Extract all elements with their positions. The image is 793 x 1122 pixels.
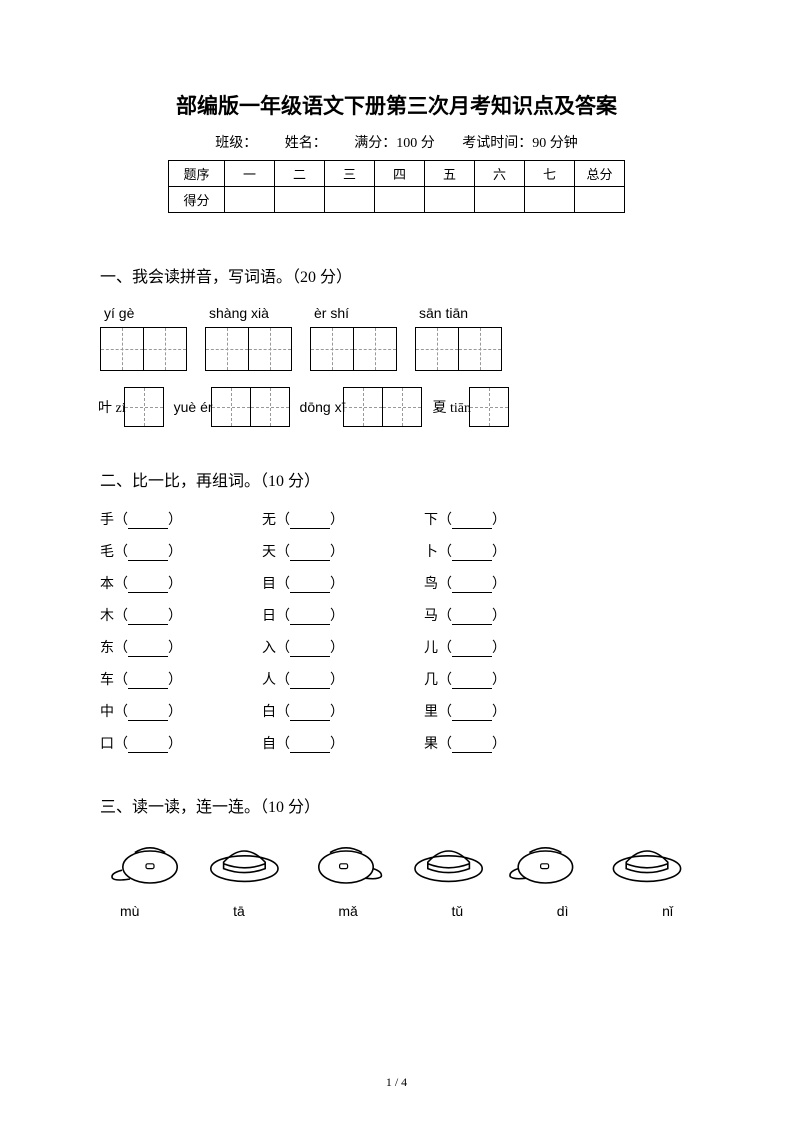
word-item: 入（） (262, 637, 344, 657)
pinyin: dōng xī (300, 399, 346, 415)
word-item: 下（） (424, 509, 506, 529)
pinyin-item: dì (557, 903, 569, 919)
score-label: 得分 (169, 187, 225, 213)
pinyin-item: mù (120, 903, 139, 919)
section3-heading: 三、读一读，连一连。（10 分） (100, 793, 693, 817)
pinyin: sān tiān (415, 305, 468, 321)
score-cell (225, 187, 275, 213)
pinyin: yuè ér (174, 399, 213, 415)
pinyin-item: tǔ (451, 903, 463, 919)
score-cell (275, 187, 325, 213)
pinyin-item: mǎ (338, 903, 357, 919)
pinyin: èr shí (310, 305, 349, 321)
th-7: 七 (525, 161, 575, 187)
pinyin: shàng xià (205, 305, 269, 321)
char-grid (205, 327, 292, 371)
char-grid (100, 327, 187, 371)
exam-info: 班级： 姓名： 满分：100 分 考试时间：90 分钟 (100, 132, 693, 152)
th-seq: 题序 (169, 161, 225, 187)
word-item: 鸟（） (424, 573, 506, 593)
grid-row-1: yí gè shàng xià èr shí sān tiān (100, 305, 693, 371)
word-item: 几（） (424, 669, 506, 689)
word-col-3: 下（） 卜（） 鸟（） 马（） 儿（） 几（） 里（） 果（） (424, 509, 506, 753)
hat-icon (306, 835, 386, 891)
exam-time: 考试时间：90 分钟 (462, 136, 578, 151)
word-item: 口（） (100, 733, 182, 753)
word-item: 木（） (100, 605, 182, 625)
word-item: 中（） (100, 701, 182, 721)
char-grid (310, 327, 397, 371)
score-cell (425, 187, 475, 213)
th-3: 三 (325, 161, 375, 187)
word-item: 手（） (100, 509, 182, 529)
char-grid (415, 327, 502, 371)
word-item: 儿（） (424, 637, 506, 657)
hat-icon (407, 835, 487, 891)
th-total: 总分 (575, 161, 625, 187)
page-number: 1 / 4 (0, 1075, 793, 1090)
word-item: 自（） (262, 733, 344, 753)
label: 夏 tiān (432, 397, 471, 417)
word-item: 果（） (424, 733, 506, 753)
word-item: 车（） (100, 669, 182, 689)
word-col-1: 手（） 毛（） 本（） 木（） 东（） 车（） 中（） 口（） (100, 509, 182, 753)
char-grid (469, 387, 509, 427)
th-5: 五 (425, 161, 475, 187)
pinyin-row: mù tā mǎ tǔ dì nǐ (100, 903, 693, 919)
section2-heading: 二、比一比，再组词。（10 分） (100, 467, 693, 491)
pinyin-item: nǐ (662, 903, 673, 919)
score-cell (575, 187, 625, 213)
full-score: 满分：100 分 (354, 136, 435, 151)
hat-icon (607, 835, 687, 891)
word-item: 目（） (262, 573, 344, 593)
score-cell (525, 187, 575, 213)
word-item: 天（） (262, 541, 344, 561)
score-cell (375, 187, 425, 213)
hat-icon (507, 835, 587, 891)
th-2: 二 (275, 161, 325, 187)
word-item: 卜（） (424, 541, 506, 561)
hat-icon (106, 835, 186, 891)
grid-row-2: 叶 zi yuè ér dōng xī 夏 tiān (100, 387, 693, 427)
score-cell (325, 187, 375, 213)
th-4: 四 (375, 161, 425, 187)
word-item: 东（） (100, 637, 182, 657)
word-item: 马（） (424, 605, 506, 625)
page-title: 部编版一年级语文下册第三次月考知识点及答案 (100, 90, 693, 120)
section1-heading: 一、我会读拼音，写词语。（20 分） (100, 263, 693, 287)
score-table: 题序 一 二 三 四 五 六 七 总分 得分 (168, 160, 625, 213)
word-item: 本（） (100, 573, 182, 593)
label: 叶 zi (98, 397, 126, 417)
char-grid (343, 387, 422, 427)
hat-row (100, 835, 693, 891)
class-label: 班级： (215, 136, 257, 151)
word-pairs: 手（） 毛（） 本（） 木（） 东（） 车（） 中（） 口（） 无（） 天（） 目（） 日（） 入（）… (100, 509, 693, 753)
word-col-2: 无（） 天（） 目（） 日（） 入（） 人（） 白（） 自（） (262, 509, 344, 753)
word-item: 人（） (262, 669, 344, 689)
char-grid (211, 387, 290, 427)
score-cell (475, 187, 525, 213)
word-item: 日（） (262, 605, 344, 625)
hat-icon (206, 835, 286, 891)
word-item: 毛（） (100, 541, 182, 561)
pinyin: yí gè (100, 305, 134, 321)
name-label: 姓名： (285, 136, 327, 151)
word-item: 白（） (262, 701, 344, 721)
th-1: 一 (225, 161, 275, 187)
word-item: 无（） (262, 509, 344, 529)
char-grid (124, 387, 164, 427)
word-item: 里（） (424, 701, 506, 721)
th-6: 六 (475, 161, 525, 187)
pinyin-item: tā (233, 903, 245, 919)
